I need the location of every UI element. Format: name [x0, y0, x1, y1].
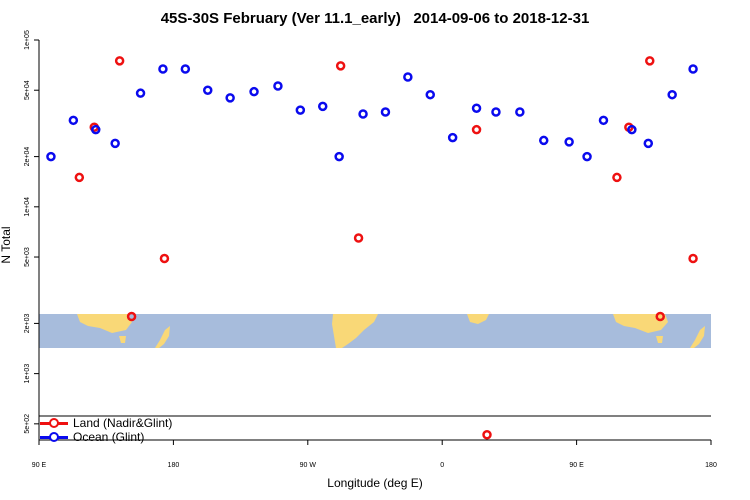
point-land-12	[655, 311, 665, 322]
point-ocean-4	[135, 88, 146, 98]
map-land-1	[119, 336, 126, 343]
point-ocean-28	[667, 89, 677, 100]
legend-label-land: Land (Nadir&Glint)	[73, 416, 173, 430]
y-tick-label-5: 2e+04	[24, 147, 31, 167]
y-tick-label-4: 1e+04	[24, 197, 31, 217]
point-ocean-9	[249, 86, 259, 97]
point-land-5	[335, 61, 346, 71]
point-land-9	[612, 172, 622, 183]
map-land-2	[155, 326, 170, 348]
x-tick-label-5: 180	[705, 462, 717, 469]
point-land-6	[353, 233, 364, 243]
point-ocean-1	[68, 115, 79, 126]
point-ocean-21	[515, 107, 525, 117]
point-ocean-7	[202, 85, 213, 95]
point-ocean-27	[643, 138, 654, 149]
point-ocean-6	[180, 64, 191, 74]
axes: 5e+02 1e+03 2e+03 5e+03 1e+04 2e+04 5e+04 1e+05…	[24, 30, 717, 469]
y-tick-label-0: 5e+02	[24, 414, 31, 434]
point-ocean-19	[471, 103, 482, 113]
point-land-7	[471, 124, 482, 135]
point-ocean-11	[295, 105, 306, 115]
legend-item-land: Land (Nadir&Glint)	[40, 416, 172, 430]
map-land-0	[77, 314, 132, 333]
map-land-6	[656, 336, 663, 343]
point-ocean-23	[564, 137, 574, 147]
y-tick-label-2: 2e+03	[24, 313, 31, 333]
point-ocean-16	[403, 72, 413, 82]
data-points	[46, 56, 698, 440]
y-tick-label-6: 5e+04	[24, 80, 31, 100]
legend-swatch-land	[40, 418, 68, 428]
point-ocean-20	[491, 107, 501, 117]
y-tick-label-1: 1e+03	[24, 364, 31, 384]
legend-swatch-ocean	[40, 432, 68, 442]
point-ocean-0	[46, 151, 56, 162]
x-axis-label: Longitude (deg E)	[327, 476, 423, 490]
x-tick-label-0: 90 E	[32, 462, 47, 469]
point-ocean-13	[334, 151, 344, 162]
point-ocean-12	[317, 101, 328, 112]
point-ocean-29	[688, 64, 698, 74]
y-tick-label-7: 1e+05	[24, 30, 31, 50]
point-ocean-8	[225, 93, 235, 103]
point-land-13	[688, 253, 698, 264]
point-land-4	[159, 253, 170, 264]
point-ocean-2	[90, 124, 101, 135]
point-ocean-10	[273, 81, 283, 91]
point-ocean-26	[627, 124, 637, 135]
point-land-11	[645, 56, 655, 66]
legend: Land (Nadir&Glint) Ocean (Glint)	[40, 416, 172, 444]
x-tick-label-4: 90 E	[569, 462, 584, 469]
legend-label-ocean: Ocean (Glint)	[73, 430, 145, 444]
map-land-5	[613, 314, 668, 333]
point-ocean-25	[598, 115, 609, 126]
map-land-3	[332, 314, 378, 348]
point-land-8	[482, 430, 492, 440]
x-tick-label-2: 90 W	[300, 462, 317, 469]
point-ocean-14	[358, 109, 368, 119]
map-band	[39, 314, 711, 348]
point-ocean-3	[110, 138, 120, 149]
point-ocean-18	[447, 132, 458, 143]
map-land-4	[467, 314, 489, 324]
x-tick-label-3: 0	[440, 462, 444, 469]
y-tick-label-3: 5e+03	[24, 247, 31, 267]
y-axis-label: N Total	[0, 226, 13, 264]
point-ocean-5	[158, 64, 168, 74]
x-tick-label-1: 180	[168, 462, 180, 469]
point-ocean-24	[582, 151, 592, 162]
point-ocean-15	[380, 107, 391, 117]
point-land-3	[126, 311, 137, 322]
point-land-2	[114, 56, 125, 66]
map-land-7	[690, 326, 705, 348]
legend-item-ocean: Ocean (Glint)	[40, 430, 172, 444]
point-ocean-17	[425, 89, 436, 100]
point-ocean-22	[538, 135, 549, 146]
point-land-0	[74, 172, 85, 183]
chart-title: 45S-30S February (Ver 11.1_early) 2014-0…	[160, 10, 590, 27]
